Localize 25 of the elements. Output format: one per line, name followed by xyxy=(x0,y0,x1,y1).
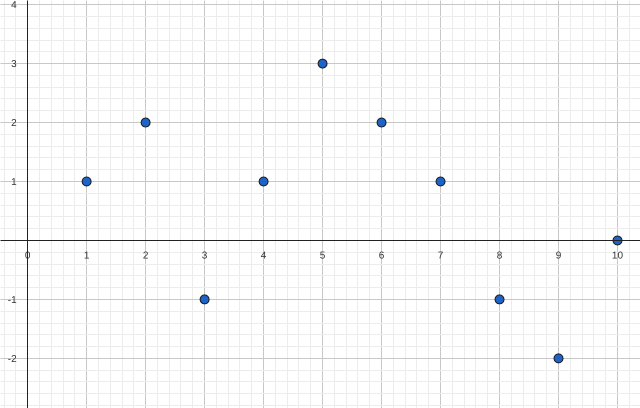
y-tick-label: -1 xyxy=(8,294,18,306)
x-tick-label: 5 xyxy=(320,250,326,262)
x-tick-label: 10 xyxy=(612,250,624,262)
x-tick-label: 4 xyxy=(260,250,267,262)
y-tick-label: 4 xyxy=(11,0,18,12)
point xyxy=(436,176,446,186)
point xyxy=(82,176,92,186)
x-tick-label: 2 xyxy=(142,250,149,262)
point xyxy=(494,294,505,304)
y-tick-label: -2 xyxy=(8,354,18,365)
y-tick-label: 1 xyxy=(11,177,18,188)
x-tick-label: 8 xyxy=(496,250,503,262)
x-tick-label: 3 xyxy=(202,250,208,262)
point xyxy=(554,353,564,364)
x-tick-label: 9 xyxy=(556,250,562,262)
x-tick-label: 1 xyxy=(84,250,90,262)
point xyxy=(258,176,269,186)
point xyxy=(318,58,328,69)
point xyxy=(200,294,210,304)
point xyxy=(376,118,387,128)
x-tick-label: 7 xyxy=(438,250,444,262)
y-tick-label: 2 xyxy=(11,118,18,130)
y-tick-label: 3 xyxy=(11,59,18,70)
point xyxy=(140,118,151,128)
x-tick-label: 6 xyxy=(378,250,385,262)
